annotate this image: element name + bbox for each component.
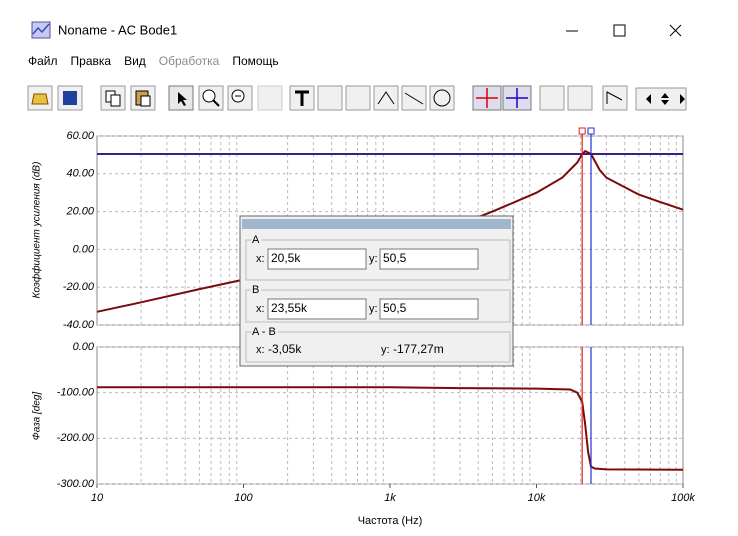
y-value: 50,5 <box>383 251 407 265</box>
y-tick-label: 60.00 <box>66 130 94 142</box>
window-title: Noname - AC Bode1 <box>58 22 177 37</box>
cursor-handle[interactable] <box>587 127 595 135</box>
x-input[interactable] <box>267 298 367 320</box>
group-label-bg <box>251 234 262 246</box>
cursor-dialog: Ax: y: 20,5k 50,5 Bx: y: 23,55k 50,5 A - B x: y: -3… <box>239 215 514 367</box>
tool-button[interactable] <box>345 85 371 111</box>
field-label: y: <box>369 303 378 315</box>
x-value: 20,5k <box>271 251 301 265</box>
cursor-handle[interactable] <box>578 127 586 135</box>
y-tick-label: -200.00 <box>57 432 95 444</box>
group-label: A <box>252 234 260 246</box>
field-label: x: <box>256 253 265 265</box>
y-tick-label: 0.00 <box>73 243 95 255</box>
group-label: A - B <box>252 326 276 338</box>
menu-item[interactable]: Помощь <box>232 54 278 68</box>
field-label: y: <box>381 344 390 356</box>
tool-button[interactable] <box>539 85 565 111</box>
scroll-buttons[interactable] <box>635 87 687 111</box>
y-tick-label: -20.00 <box>63 281 95 293</box>
tool-button[interactable] <box>567 85 593 111</box>
y-axis-label: Фаза [deg] <box>32 392 43 441</box>
field-label: x: <box>256 303 265 315</box>
x-axis-label: Частота (Hz) <box>358 515 423 527</box>
field-label: y: <box>369 253 378 265</box>
plot-area <box>96 346 684 485</box>
tool-button[interactable] <box>373 85 399 111</box>
y-value: 50,5 <box>383 301 407 315</box>
y-tick-label: 0.00 <box>73 341 95 353</box>
x-input[interactable] <box>267 248 367 270</box>
toolbar <box>27 85 687 111</box>
x-tick-label: 1k <box>384 492 396 504</box>
x-tick-label: 10k <box>528 492 546 504</box>
menu-item[interactable]: Файл <box>28 54 58 68</box>
x-tick-label: 10 <box>91 492 104 504</box>
field-label: x: <box>256 344 265 356</box>
grid-button[interactable] <box>257 85 283 111</box>
app-icon <box>31 21 51 39</box>
series-line <box>97 386 684 471</box>
y-axis-label: Коэффициент усиления (dB) <box>31 162 43 299</box>
x-value: -3,05k <box>268 342 302 356</box>
x-tick-label: 100 <box>234 492 253 504</box>
menu-item[interactable]: Вид <box>124 54 146 68</box>
menu-item[interactable]: Правка <box>71 54 112 68</box>
tool-button[interactable] <box>317 85 343 111</box>
maximize[interactable] <box>613 24 626 37</box>
menu-item[interactable]: Обработка <box>159 54 220 68</box>
group-label-bg <box>251 284 262 296</box>
y-input[interactable] <box>379 298 479 320</box>
y-tick-label: -100.00 <box>57 387 95 399</box>
x-tick-label: 100k <box>671 492 695 504</box>
y-tick-label: -40.00 <box>63 319 95 331</box>
menu-bar: Файл Правка Вид Обработка Помощь <box>28 54 279 68</box>
y-value: -177,27m <box>393 342 444 356</box>
close[interactable] <box>669 24 682 37</box>
y-input[interactable] <box>379 248 479 270</box>
group-label: B <box>252 284 259 296</box>
y-tick-label: 20.00 <box>65 206 94 218</box>
x-value: 23,55k <box>271 301 308 315</box>
group-label-bg <box>251 326 278 338</box>
y-tick-label: -300.00 <box>57 478 95 490</box>
y-tick-label: 40.00 <box>66 168 94 180</box>
